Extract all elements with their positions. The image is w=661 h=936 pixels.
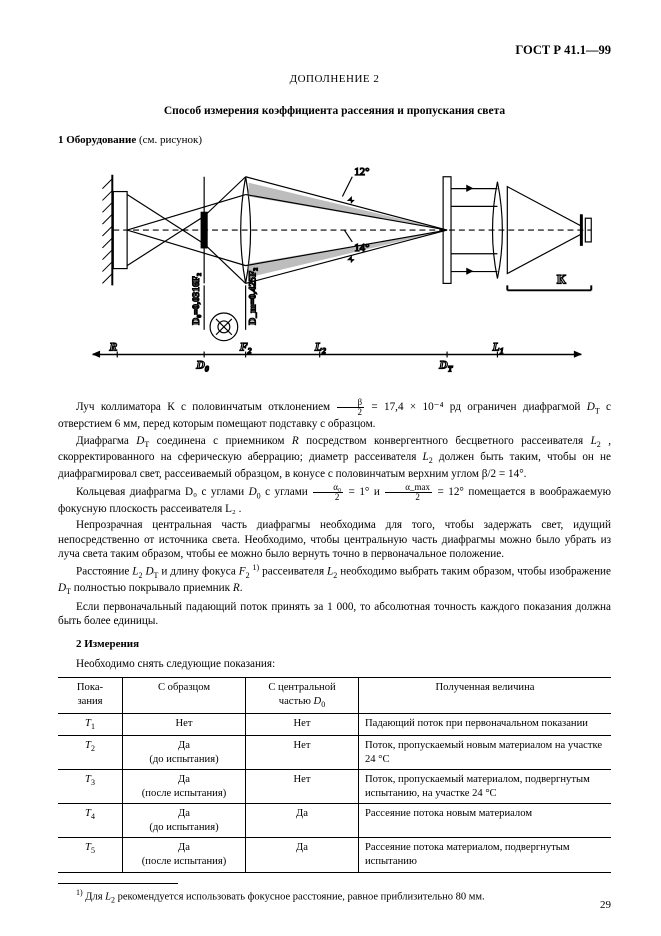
paragraph-3: Кольцевая диафрагма D₀ с углами D0 с угл…	[58, 483, 611, 516]
optical-diagram: 12° 14° К D₀=0,0316F₂ D_m=0,425F₂ R F2 L…	[58, 157, 611, 384]
paragraph-5: Расстояние L2 DT и длину фокуса F2 1) ра…	[58, 563, 611, 598]
paragraph-4: Непрозрачная центральная часть диафрагмы…	[58, 518, 611, 561]
paragraph-1: Луч коллиматора К с половинчатым отклоне…	[58, 398, 611, 431]
section-1-heading: 1 Оборудование (см. рисунок)	[58, 133, 611, 147]
dt-axis-label: DT	[438, 357, 454, 373]
angle-bot-label: 14°	[354, 242, 369, 254]
measurements-table: Пока-зания С образцом С центральнойчасть…	[58, 677, 611, 873]
document-id: ГОСТ Р 41.1—99	[58, 42, 611, 58]
table-row: T4 Да(до испытания) Да Рассеяние потока …	[58, 804, 611, 838]
page-number: 29	[600, 898, 611, 912]
footnote-1: 1) Для L2 рекомендуется использовать фок…	[58, 888, 611, 906]
section-2-heading: 2 Измерения	[76, 637, 611, 651]
table-row: T1 Нет Нет Падающий поток при первоначал…	[58, 713, 611, 735]
footnote-rule	[58, 883, 178, 884]
th-indicator: Пока-зания	[58, 677, 123, 713]
supplement-heading: ДОПОЛНЕНИЕ 2	[58, 72, 611, 86]
r-axis-label: R	[108, 339, 117, 353]
table-row: T5 Да(после испытания) Да Рассеяние пото…	[58, 838, 611, 872]
page-title: Способ измерения коэффициента рассеяния …	[58, 104, 611, 119]
th-central: С центральнойчастью D0	[246, 677, 359, 713]
table-body: T1 Нет Нет Падающий поток при первоначал…	[58, 713, 611, 872]
d0-eq-label: D₀=0,0316F₂	[191, 273, 202, 325]
table-row: T3 Да(после испытания) Нет Поток, пропус…	[58, 770, 611, 804]
paragraph-2: Диафрагма DT соединена с приемником R по…	[58, 434, 611, 481]
section-1-label: 1 Оборудование	[58, 134, 136, 146]
dm-eq-label: D_m=0,425F₂	[248, 268, 259, 325]
k-label: К	[557, 272, 567, 286]
th-sample: С образцом	[123, 677, 246, 713]
table-row: T2 Да(до испытания) Нет Поток, пропускае…	[58, 736, 611, 770]
th-value: Полученная величина	[359, 677, 612, 713]
section-1-note: (см. рисунок)	[136, 134, 202, 146]
d0-axis-label: D0	[195, 357, 209, 373]
page: ГОСТ Р 41.1—99 ДОПОЛНЕНИЕ 2 Способ измер…	[0, 0, 661, 936]
paragraph-6: Если первоначальный падающий поток приня…	[58, 600, 611, 629]
section-2-intro: Необходимо снять следующие показания:	[58, 657, 611, 671]
angle-top-label: 12°	[354, 166, 369, 178]
